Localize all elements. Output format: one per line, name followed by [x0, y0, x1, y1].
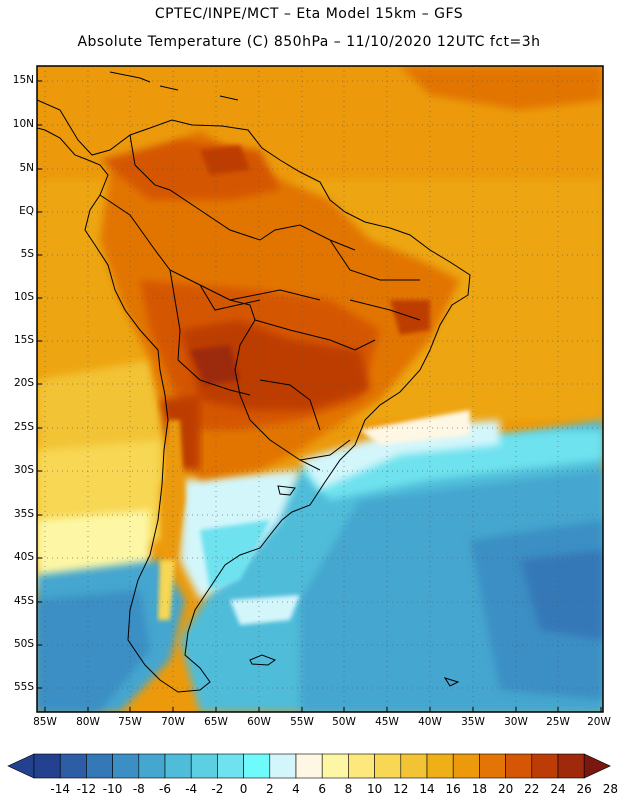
lon-label: 85W	[33, 716, 57, 728]
colorbar-segment	[295, 753, 323, 779]
lat-label: EQ	[19, 205, 34, 217]
lon-label: 40W	[418, 716, 442, 728]
colorbar-segment	[374, 753, 402, 779]
colorbar-segment	[348, 753, 375, 779]
colorbar-tick-label: 20	[497, 782, 514, 796]
lat-label: 5N	[19, 162, 34, 174]
colorbar-tick-label: -8	[132, 782, 145, 796]
colorbar-tick-label: -12	[76, 782, 97, 796]
colorbar-segment	[86, 753, 113, 779]
colorbar-tick-label: -6	[159, 782, 171, 796]
lat-label: 5S	[20, 248, 34, 260]
colorbar-tick-label: -10	[102, 782, 123, 796]
colorbar-segment	[531, 753, 559, 779]
lon-label: 25W	[546, 716, 570, 728]
colorbar-segment	[452, 753, 480, 779]
colorbar-arrow-high	[583, 753, 611, 779]
axis-ticks	[37, 80, 602, 712]
lat-label: 35S	[13, 508, 34, 520]
lon-label: 35W	[461, 716, 485, 728]
colorbar-arrow-low	[7, 753, 35, 779]
colorbar-tick-label: 28	[602, 782, 618, 796]
lon-label: 20W	[587, 716, 611, 728]
colorbar-segment	[505, 753, 533, 779]
coastlines	[37, 71, 471, 693]
map-title-line2: Absolute Temperature (C) 850hPa – 11/10/…	[77, 34, 541, 50]
lat-label: 15S	[13, 334, 34, 346]
colorbar	[7, 753, 611, 779]
colorbar-tick-label: 16	[445, 782, 461, 796]
colorbar-tick-label: 2	[265, 782, 274, 796]
lat-label: 10S	[13, 291, 34, 303]
colorbar-segment	[33, 753, 61, 779]
colorbar-tick-label: -4	[185, 782, 198, 796]
lat-label: 20S	[13, 377, 34, 389]
colorbar-segment	[321, 753, 349, 779]
lon-label: 30W	[504, 716, 528, 728]
lon-label: 75W	[118, 716, 142, 728]
colorbar-tick-label: 14	[419, 782, 435, 796]
colorbar-segment	[164, 753, 192, 779]
colorbar-segment	[269, 753, 297, 779]
colorbar-tick-label: 22	[524, 782, 540, 796]
lat-label: 45S	[13, 595, 34, 607]
colorbar-segment	[190, 753, 218, 779]
colorbar-tick-label: 8	[344, 782, 353, 796]
lon-label: 70W	[161, 716, 185, 728]
colorbar-tick-label: 12	[393, 782, 409, 796]
colorbar-tick-label: 18	[471, 782, 488, 796]
lat-label: 40S	[13, 551, 34, 563]
lat-label: 10N	[12, 118, 34, 130]
colorbar-tick-label: 26	[576, 782, 592, 796]
lat-label: 30S	[13, 464, 34, 476]
map-title-line1: CPTEC/INPE/MCT – Eta Model 15km – GFS	[154, 6, 464, 22]
lon-label: 50W	[332, 716, 356, 728]
lat-label: 55S	[13, 681, 34, 693]
lon-label: 45W	[375, 716, 399, 728]
colorbar-segment	[112, 753, 140, 779]
colorbar-segment	[138, 753, 166, 779]
colorbar-tick-label: -2	[211, 782, 224, 796]
colorbar-tick-label: 4	[292, 782, 300, 796]
lon-label: 80W	[76, 716, 100, 728]
colorbar-segment	[557, 753, 585, 779]
colorbar-tick-label: 10	[366, 782, 383, 796]
colorbar-segment	[217, 753, 244, 779]
colorbar-segment	[59, 753, 87, 779]
colorbar-segment	[479, 753, 506, 779]
colorbar-tick-label: 24	[550, 782, 566, 796]
lon-label: 65W	[204, 716, 228, 728]
colorbar-tick-label: 0	[239, 782, 248, 796]
map-frame	[36, 65, 604, 713]
colorbar-segment	[426, 753, 454, 779]
lat-label: 15N	[12, 74, 34, 86]
colorbar-segment	[400, 753, 428, 779]
colorbar-tick-label: -14	[50, 782, 70, 796]
lon-label: 55W	[290, 716, 314, 728]
temperature-field	[37, 66, 603, 712]
colorbar-segment	[243, 753, 271, 779]
colorbar-tick-label: 6	[318, 782, 326, 796]
lat-label: 25S	[13, 421, 34, 433]
lat-label: 50S	[13, 638, 34, 650]
lon-label: 60W	[247, 716, 271, 728]
